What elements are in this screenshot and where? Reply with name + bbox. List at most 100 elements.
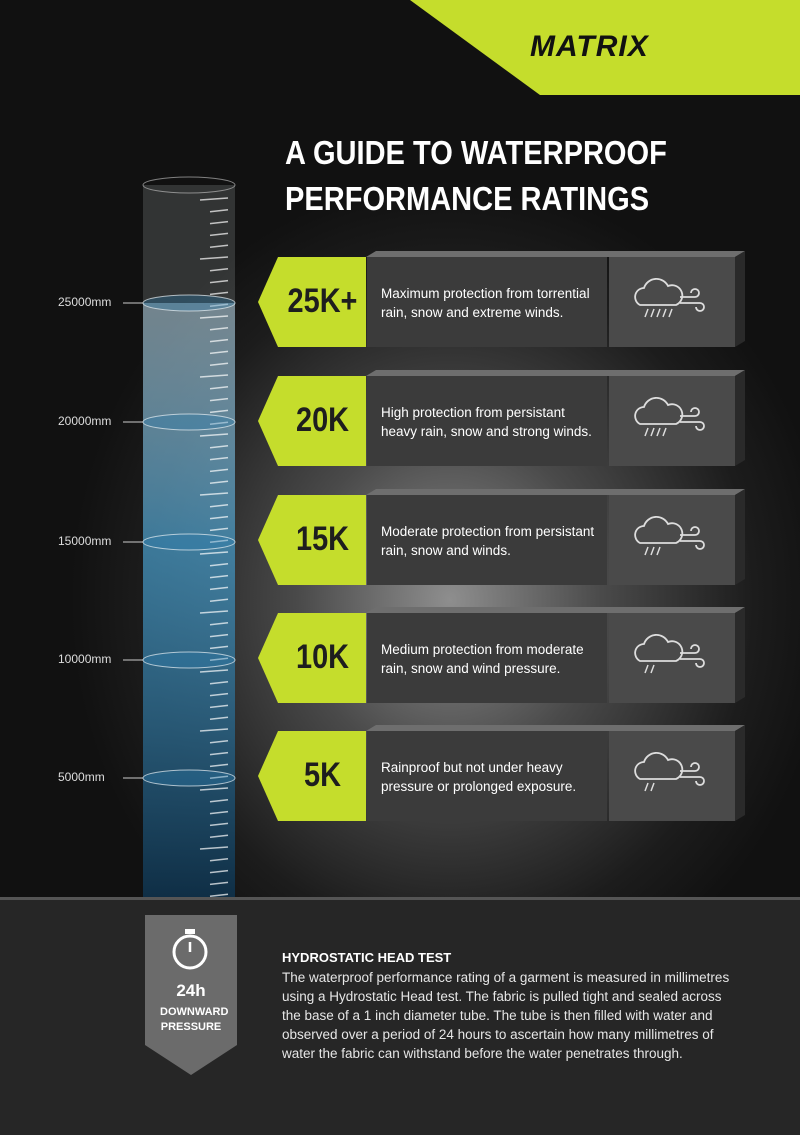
tick [209, 633, 229, 638]
tick [199, 669, 229, 673]
tick [209, 822, 229, 827]
tick [209, 350, 229, 355]
tick [209, 704, 229, 709]
tick [209, 716, 229, 720]
tick [209, 622, 229, 626]
tick [209, 397, 229, 402]
rating-row [258, 725, 745, 821]
tick [209, 763, 229, 768]
tick [209, 645, 229, 650]
scale-label: 10000mm [58, 652, 112, 666]
tick [209, 468, 229, 473]
tick [209, 232, 229, 237]
tick [209, 409, 229, 414]
duration: 24h [176, 981, 206, 1000]
tick [209, 386, 229, 390]
tick [199, 315, 229, 319]
rating-badge: 15K [295, 520, 350, 558]
tick [209, 327, 229, 331]
tick [209, 220, 229, 225]
tick [209, 445, 229, 449]
tick [209, 775, 229, 779]
rating-row [258, 370, 745, 466]
logo-banner [410, 0, 800, 95]
tick [209, 279, 229, 284]
rating-row [258, 489, 745, 585]
tick [199, 610, 229, 614]
footer-heading: HYDROSTATIC HEAD TEST [282, 950, 452, 965]
tick [209, 268, 229, 272]
tick [209, 504, 229, 508]
scale-label: 20000mm [58, 414, 112, 428]
level-ring [142, 294, 236, 312]
tick [209, 881, 229, 886]
tick [199, 846, 229, 850]
tick [209, 598, 229, 602]
rating-description: Maximum protection from torrential rain,… [381, 286, 590, 320]
scale-label: 25000mm [58, 295, 112, 309]
rating-description: Moderate protection from persistant rain… [381, 524, 595, 558]
level-ring [142, 533, 236, 551]
water [143, 303, 235, 905]
title-line: PERFORMANCE RATINGS [285, 180, 650, 217]
tick [199, 492, 229, 496]
rating-badge: 5K [304, 756, 341, 794]
tick [199, 256, 229, 260]
tick [209, 244, 229, 248]
tick [209, 799, 229, 803]
tick [209, 362, 229, 366]
tick [209, 810, 229, 815]
tube-ticks [199, 197, 229, 897]
tick [209, 893, 229, 897]
level-ring [142, 413, 236, 431]
level-ring [142, 769, 236, 787]
tick [199, 787, 229, 791]
tick [209, 421, 229, 425]
tick [209, 303, 229, 307]
tick [209, 338, 229, 343]
tube-top [142, 176, 236, 194]
tick [209, 563, 229, 567]
tick [209, 751, 229, 756]
rating-badge: 10K [295, 638, 350, 676]
rating-description: High protection from persistant heavy ra… [381, 405, 592, 439]
brand-logo: MATRIX [530, 30, 649, 63]
footer [0, 897, 800, 1135]
scale-label: 5000mm [58, 770, 105, 784]
tick [209, 480, 229, 484]
footer-body: The waterproof performance rating of a g… [282, 970, 730, 1061]
tick [209, 681, 229, 685]
tick [209, 209, 229, 213]
level-ring [142, 651, 236, 669]
title: A GUIDE TO WATERPROOF PERFORMANCE RATING… [285, 130, 667, 222]
tick [209, 657, 229, 661]
tick [199, 728, 229, 732]
tick [199, 197, 229, 201]
tick [209, 834, 229, 838]
tick [199, 374, 229, 378]
rating-description: Medium protection from moderate rain, sn… [381, 642, 584, 676]
title-line: A GUIDE TO WATERPROOF [285, 134, 667, 171]
pressure-badge [145, 915, 237, 1075]
tick [209, 869, 229, 874]
rating-description: Rainproof but not under heavy pressure o… [381, 760, 577, 794]
rating-row [258, 607, 745, 703]
pressure-label: DOWNWARD PRESSURE [160, 1006, 229, 1033]
rating-row [258, 251, 745, 347]
tick [199, 551, 229, 555]
rating-badge: 20K [295, 401, 350, 439]
rating-badge: 25K+ [287, 282, 358, 320]
scale-label: 15000mm [58, 534, 112, 548]
tick [209, 586, 229, 591]
tick [209, 515, 229, 520]
tick [209, 539, 229, 543]
tick [209, 574, 229, 579]
tick [209, 527, 229, 532]
tick [209, 456, 229, 461]
tick [209, 692, 229, 697]
tick [209, 858, 229, 862]
tick [199, 433, 229, 437]
tick [209, 291, 229, 296]
